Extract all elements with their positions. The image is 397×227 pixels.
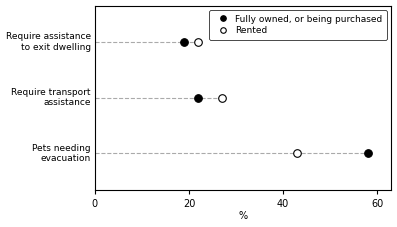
Point [181, 40, 187, 44]
Point [294, 152, 301, 155]
Point [365, 152, 371, 155]
X-axis label: %: % [239, 211, 248, 222]
Point [195, 96, 202, 99]
Point [219, 96, 225, 99]
Point [195, 40, 202, 44]
Legend: Fully owned, or being purchased, Rented: Fully owned, or being purchased, Rented [209, 10, 387, 40]
